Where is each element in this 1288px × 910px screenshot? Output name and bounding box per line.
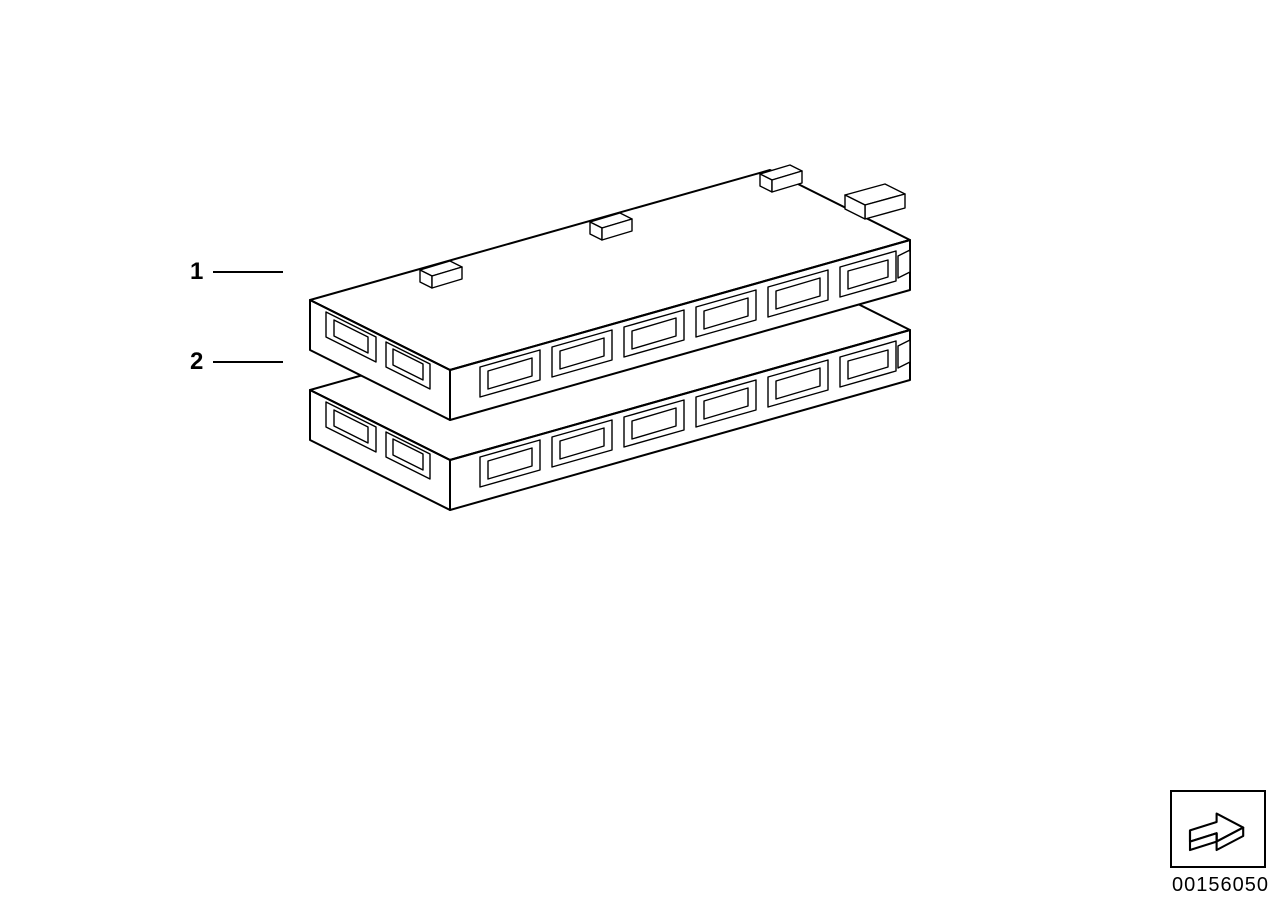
callout-2-leader — [213, 361, 283, 363]
nav-arrow-box[interactable] — [1170, 790, 1266, 868]
callout-2-number: 2 — [190, 348, 203, 376]
callout-1-leader — [213, 271, 283, 273]
arrow-right-icon — [1182, 801, 1254, 857]
diagram-part-number: 00156050 — [1172, 874, 1269, 897]
module-stack-drawing — [290, 150, 930, 570]
callout-1-number: 1 — [190, 258, 203, 286]
callout-1: 1 — [190, 258, 283, 286]
diagram-stage: 1 2 — [0, 0, 1288, 910]
callout-2: 2 — [190, 348, 283, 376]
